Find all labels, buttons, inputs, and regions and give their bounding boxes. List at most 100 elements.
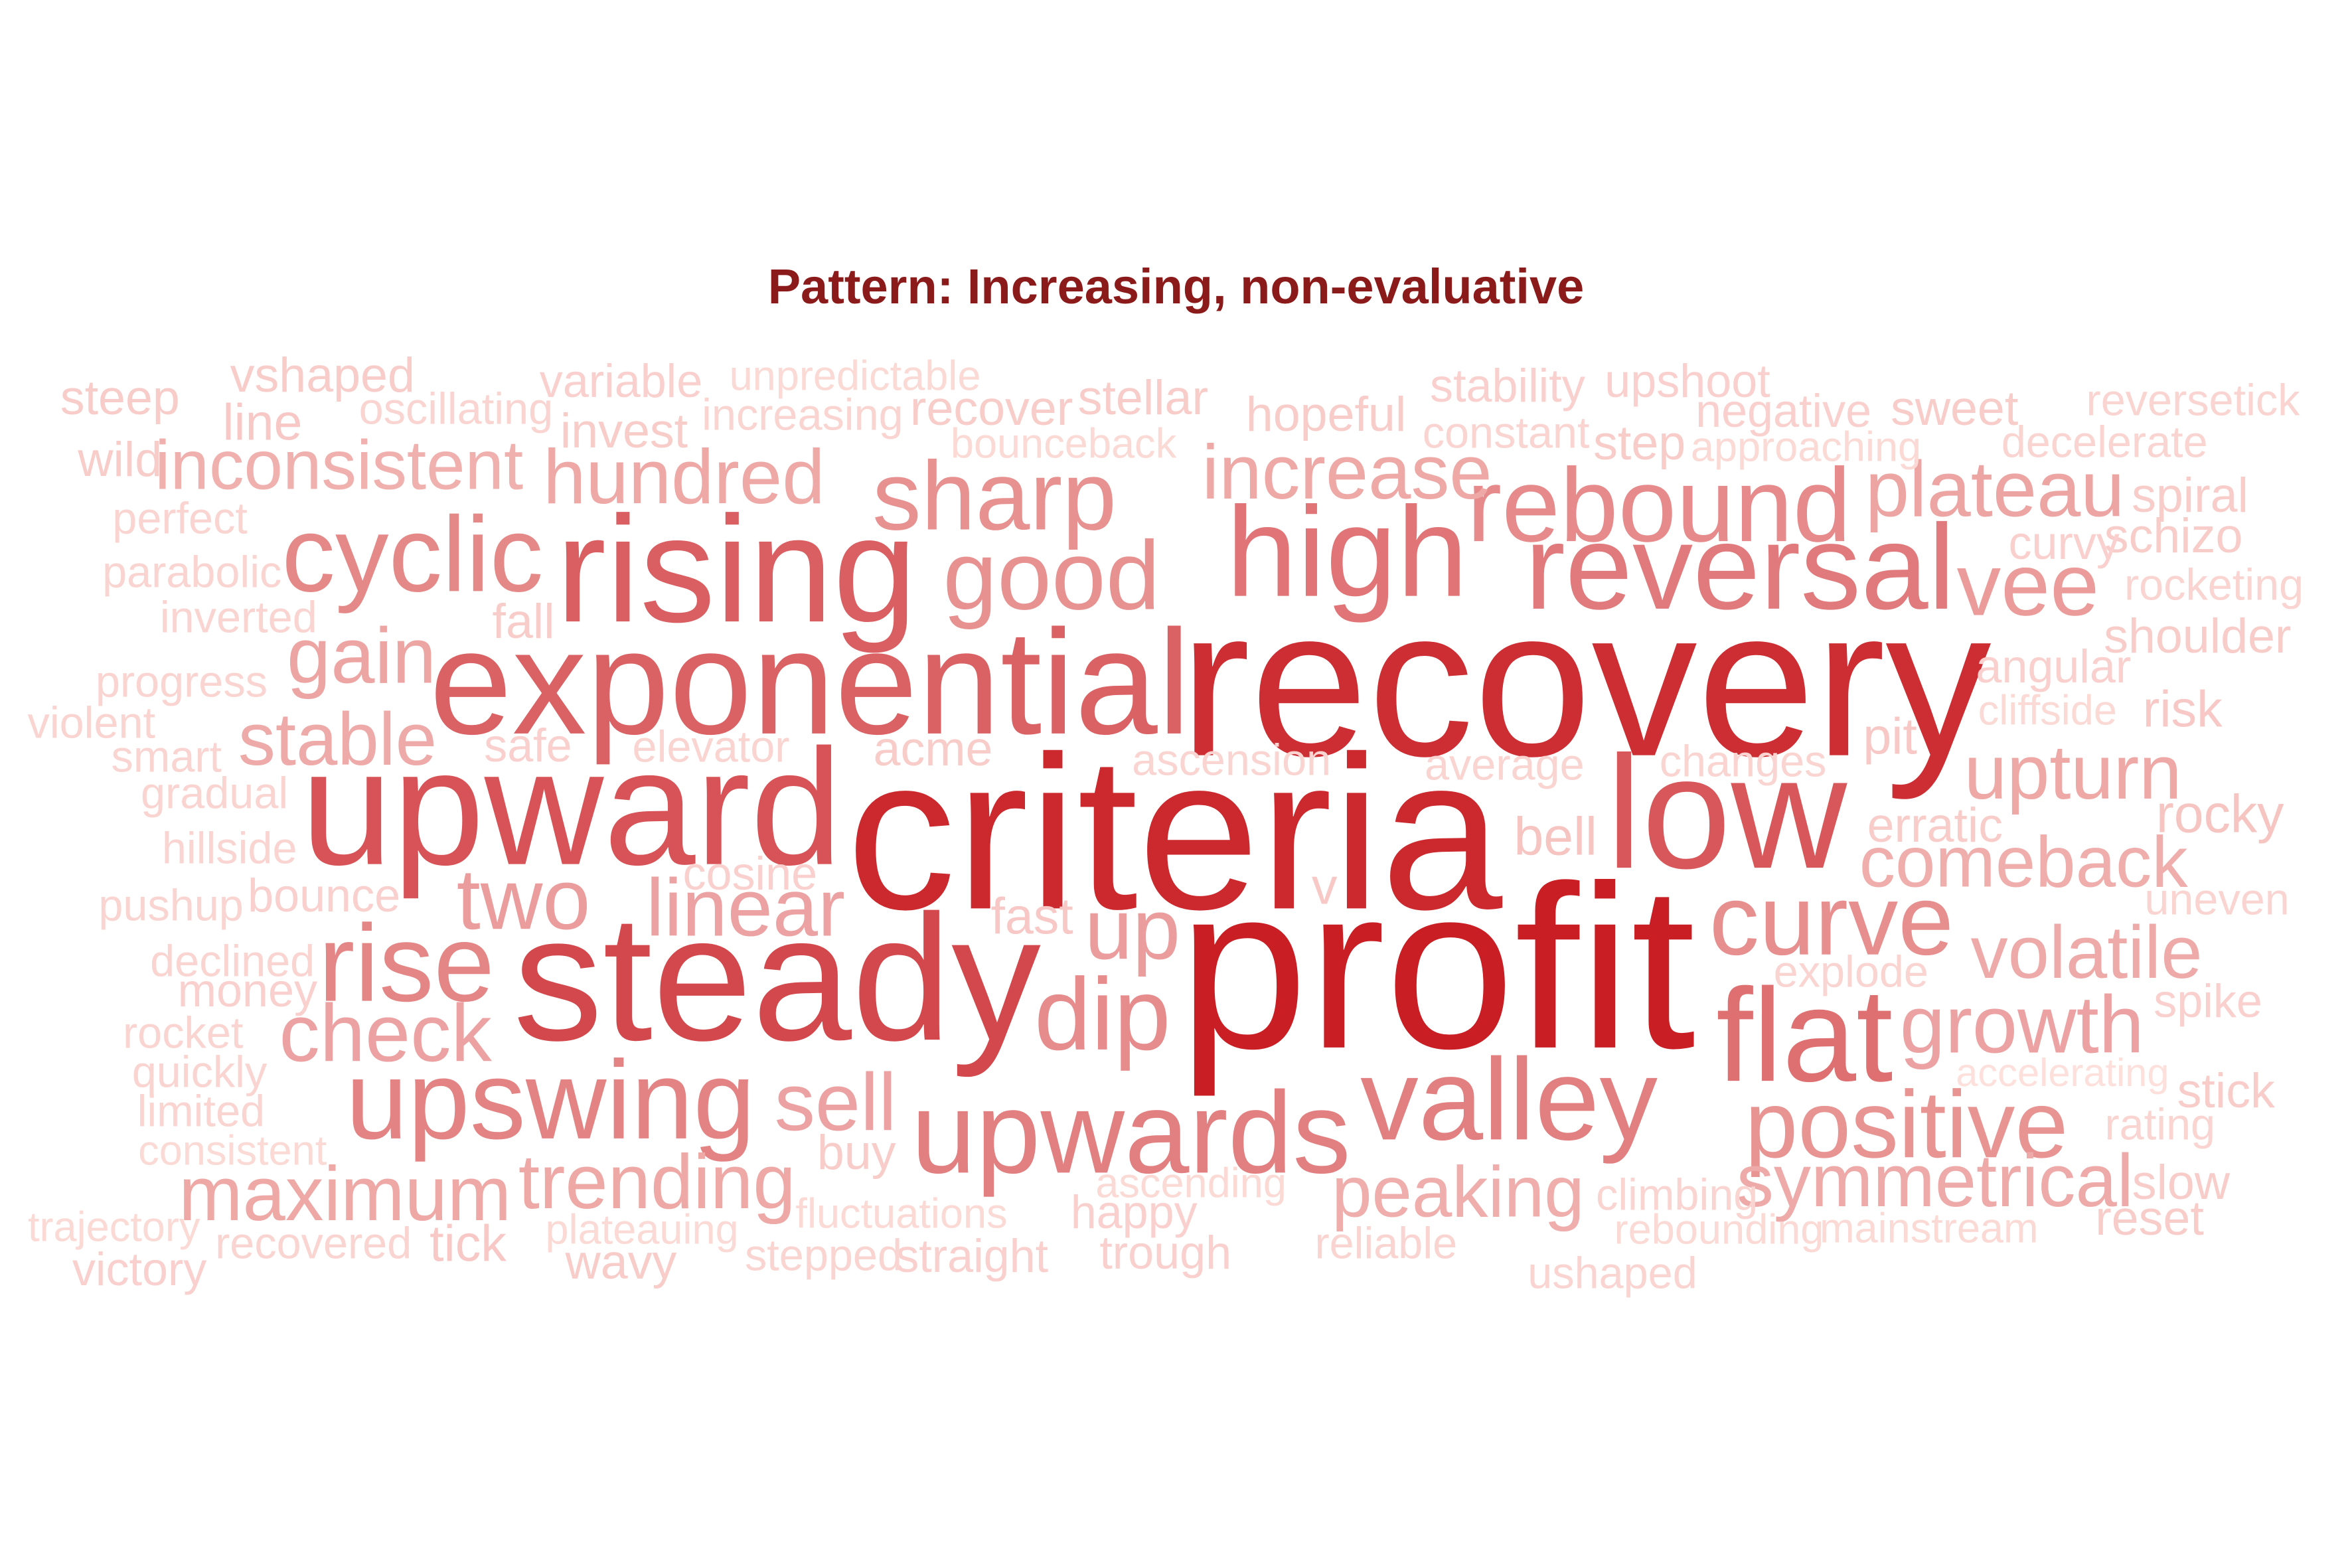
word-accelerating: accelerating (1956, 1050, 2169, 1095)
word-parabolic: parabolic (102, 548, 282, 598)
word-smart: smart (111, 733, 222, 783)
word-reversetick: reversetick (2086, 376, 2300, 426)
word-gradual: gradual (141, 769, 289, 819)
word-straight: straight (896, 1229, 1049, 1282)
word-pushup: pushup (98, 881, 244, 931)
word-rocket: rocket (123, 1009, 244, 1058)
word-rating: rating (2104, 1100, 2216, 1150)
word-bounceback: bounceback (950, 420, 1177, 467)
word-fluctuations: fluctuations (795, 1190, 1008, 1237)
word-vee: vee (1956, 535, 2100, 634)
word-wild: wild (78, 431, 163, 487)
word-rebounding: rebounding (1614, 1206, 1824, 1253)
word-good: good (943, 521, 1160, 631)
word-unpredictable: unpredictable (729, 353, 981, 400)
word-upturn: upturn (1964, 730, 2182, 816)
word-inconsistent: inconsistent (155, 426, 524, 505)
word-high: high (1225, 480, 1468, 623)
word-curve: curve (1709, 864, 1954, 976)
word-decelerate: decelerate (2001, 418, 2208, 467)
word-vshaped: vshaped (230, 347, 415, 403)
word-peaking: peaking (1332, 1152, 1585, 1233)
word-hundred: hundred (543, 434, 825, 520)
word-cyclic: cyclic (281, 495, 544, 615)
word-climbing: climbing (1596, 1171, 1759, 1221)
word-trajectory: trajectory (27, 1204, 200, 1251)
word-hillside: hillside (161, 824, 297, 874)
word-valley: valley (1360, 1034, 1658, 1165)
word-shoulder: shoulder (2104, 608, 2292, 664)
word-hopeful: hopeful (1245, 386, 1407, 441)
word-linear: linear (646, 862, 845, 953)
word-dip: dip (1034, 956, 1171, 1071)
word-positive: positive (1745, 1071, 2069, 1178)
word-up: up (1084, 882, 1181, 978)
word-changes: changes (1659, 737, 1827, 787)
word-two: two (456, 852, 591, 948)
word-recovery: recovery (1180, 563, 1992, 801)
word-angular: angular (1976, 640, 2132, 692)
word-rebound: rebound (1466, 446, 1851, 564)
word-pit: pit (1863, 708, 1917, 765)
word-acme: acme (873, 721, 993, 777)
word-sell: sell (774, 1057, 897, 1148)
word-constant: constant (1422, 408, 1590, 458)
word-reliable: reliable (1314, 1219, 1458, 1269)
word-safe: safe (484, 720, 572, 772)
word-reversal: reversal (1525, 499, 1956, 635)
word-erratic: erratic (1867, 797, 2003, 853)
word-cosine: cosine (682, 847, 818, 900)
word-exponential: exponential (429, 599, 1191, 766)
word-perfect: perfect (112, 494, 248, 544)
word-check: check (279, 988, 492, 1079)
word-comeback: comeback (1859, 822, 2188, 903)
word-risk: risk (2142, 680, 2223, 738)
word-buy: buy (817, 1125, 896, 1180)
word-mainstream: mainstream (1820, 1205, 2039, 1252)
word-fast: fast (990, 888, 1073, 945)
word-trough: trough (1099, 1227, 1232, 1279)
word-step: step (1593, 415, 1686, 470)
chart-title: Pattern: Increasing, non-evaluative (767, 259, 1585, 314)
word-cliffside: cliffside (1978, 687, 2117, 734)
word-bounce: bounce (248, 870, 401, 922)
word-plateau: plateau (1865, 445, 2125, 534)
word-uneven: uneven (2144, 875, 2290, 925)
word-quickly: quickly (131, 1048, 268, 1097)
word-symmetrical: symmetrical (1736, 1138, 2134, 1222)
word-upward: upward (301, 714, 842, 900)
word-stability: stability (1430, 359, 1585, 412)
word-negative: negative (1695, 385, 1872, 437)
word-spiral: spiral (2132, 467, 2248, 523)
word-maximum: maximum (179, 1151, 512, 1237)
word-limited: limited (137, 1087, 266, 1137)
word-increase: increase (1202, 430, 1492, 516)
word-rocky: rocky (2156, 785, 2284, 844)
word-line: line (222, 394, 303, 451)
word-criteria: criteria (846, 710, 1503, 955)
word-ascending: ascending (1095, 1160, 1287, 1207)
word-tick: tick (430, 1215, 507, 1273)
word-explode: explode (1773, 947, 1928, 997)
word-elevator: elevator (632, 722, 790, 772)
word-v: v (1311, 858, 1338, 915)
word-flat: flat (1716, 961, 1893, 1109)
word-trending: trending (518, 1139, 796, 1225)
word-rise: rise (318, 902, 495, 1024)
word-victory: victory (72, 1243, 207, 1296)
word-plateauing: plateauing (545, 1206, 739, 1253)
word-ascension: ascension (1132, 736, 1332, 785)
word-sharp: sharp (872, 441, 1117, 551)
word-consistent: consistent (138, 1127, 327, 1174)
word-stick: stick (2177, 1063, 2275, 1119)
word-profit: profit (1178, 837, 1696, 1097)
word-recover: recover (909, 380, 1073, 435)
word-slow: slow (2132, 1154, 2231, 1210)
word-oscillating: oscillating (358, 384, 554, 434)
word-gain: gain (287, 611, 437, 700)
word-declined: declined (150, 937, 315, 986)
word-upswing: upswing (345, 1037, 755, 1162)
word-average: average (1424, 740, 1585, 790)
word-steady: steady (513, 878, 1041, 1078)
